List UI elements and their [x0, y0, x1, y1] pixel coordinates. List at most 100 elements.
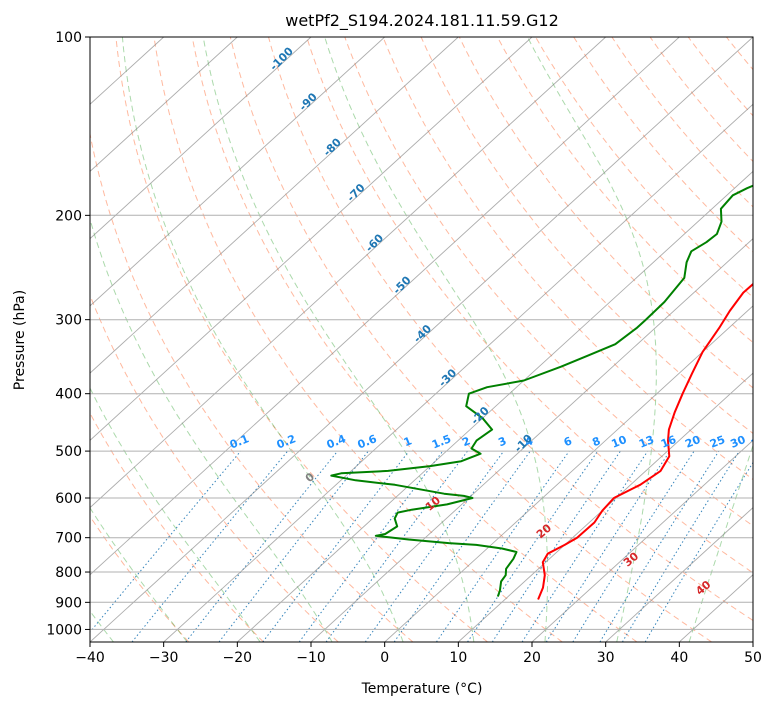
x-tick-label: 50 [744, 650, 762, 666]
dry-adiabat-line [687, 37, 753, 117]
dry-adiabat-line [611, 37, 753, 208]
dry-adiabat-line [229, 37, 712, 642]
dry-adiabat-line [726, 37, 753, 71]
moist-adiabat-line [90, 506, 188, 642]
mixing-ratio-label: 8 [590, 434, 602, 449]
mixing-ratio-label: 16 [659, 433, 678, 451]
y-tick-label: 500 [55, 444, 82, 460]
mixing-ratio-label: 13 [637, 433, 656, 451]
isotherm-line [531, 439, 753, 642]
plot-frame [89, 36, 754, 643]
mixing-ratio-line [491, 450, 621, 642]
dry-adiabat-line [573, 37, 753, 253]
moist-adiabat-label: 40 [693, 578, 713, 598]
moist-adiabat-line [324, 37, 549, 642]
y-tick-label: 700 [55, 531, 82, 547]
mixing-ratio-line [325, 450, 468, 642]
temperature-profile-line [537, 282, 753, 600]
dry-adiabat-line [420, 37, 753, 435]
isotherm-line [384, 305, 753, 642]
dry-adiabat-line [382, 37, 753, 481]
moist-adiabat-label: 10 [423, 494, 443, 514]
moist-adiabat-line [90, 217, 333, 642]
x-tick-label: −30 [149, 650, 179, 666]
mixing-ratio-line [467, 450, 599, 642]
mixing-ratio-label: 3 [496, 434, 508, 449]
isotherm-label: -50 [390, 273, 413, 296]
isotherm-line [90, 37, 680, 576]
x-tick-label: −40 [75, 650, 105, 666]
chart-title: wetPf2_S194.2024.181.11.59.G12 [285, 11, 559, 31]
moist-adiabat-label: 30 [621, 549, 641, 569]
isotherm-line [605, 506, 753, 642]
mixing-ratio-label: 20 [683, 433, 702, 451]
isotherm-label: -70 [344, 181, 367, 204]
x-tick-label: 0 [380, 650, 389, 666]
mixing-ratio-label: 0.1 [228, 432, 251, 451]
mixing-ratio-line [545, 450, 671, 642]
isotherm-label: -90 [297, 90, 320, 113]
mixing-ratio-line [262, 450, 410, 642]
moist-adiabat-line [688, 444, 753, 642]
mixing-ratio-label: 0.4 [325, 432, 348, 451]
y-tick-label: 900 [55, 595, 82, 611]
dry-adiabat-line [90, 131, 414, 642]
mixing-ratio-line [621, 450, 740, 642]
mixing-ratio-label: 10 [610, 433, 629, 451]
x-tick-label: 10 [449, 650, 467, 666]
y-tick-label: 800 [55, 565, 82, 581]
x-tick-label: −10 [296, 650, 326, 666]
y-tick-label: 600 [55, 491, 82, 507]
isotherm-line [457, 372, 753, 642]
mixing-ratio-label: 2 [460, 434, 472, 449]
moist-adiabat-label: 0 [303, 470, 317, 485]
mixing-ratio-line [131, 450, 288, 642]
x-axis-label: Temperature (°C) [361, 681, 483, 697]
y-axis-label: Pressure (hPa) [12, 290, 28, 390]
isotherm-line [90, 37, 753, 642]
moist-adiabat-line [762, 37, 775, 642]
isotherm-line [236, 170, 753, 642]
mixing-ratio-label: 6 [562, 434, 574, 449]
mixing-ratio-line [90, 450, 242, 633]
mixing-ratio-line [298, 450, 444, 642]
isotherm-label: -60 [363, 231, 386, 254]
y-tick-label: 100 [55, 30, 82, 46]
dry-adiabat-line [765, 37, 775, 642]
isotherm-label: -40 [411, 322, 434, 345]
dry-adiabat-line [153, 37, 563, 642]
mixing-ratio-line [572, 450, 695, 642]
y-tick-label: 300 [55, 313, 82, 329]
x-tick-label: −20 [223, 650, 253, 666]
isotherm-line [90, 37, 386, 307]
moist-adiabat-line [202, 37, 475, 642]
x-tick-label: 40 [670, 650, 688, 666]
moist-adiabat-line [121, 37, 404, 642]
dry-adiabat-line [90, 515, 190, 642]
isotherm-line [163, 103, 753, 642]
mixing-ratio-line [185, 450, 338, 642]
dry-adiabat-line [90, 412, 264, 642]
mixing-ratio-label: 30 [728, 433, 747, 451]
dry-adiabat-line [115, 37, 488, 642]
x-tick-label: 20 [523, 650, 541, 666]
isotherm-line [90, 37, 459, 374]
y-tick-label: 200 [55, 208, 82, 224]
x-tick-label: 30 [597, 650, 615, 666]
dry-adiabat-line [191, 37, 638, 642]
dry-adiabat-line [496, 37, 753, 344]
isotherm-line [90, 37, 312, 240]
dry-adiabat-line [535, 37, 753, 298]
mixing-ratio-label: 25 [708, 433, 727, 451]
mixing-ratio-label: 0.2 [275, 432, 298, 451]
dry-adiabat-line [649, 37, 753, 163]
moist-adiabat-line [90, 387, 261, 642]
mixing-ratio-line [435, 450, 570, 642]
mixing-ratio-line [521, 450, 649, 642]
isotherm-label: -80 [321, 135, 344, 158]
mixing-ratio-line [599, 450, 720, 642]
dewpoint-profile-line [330, 184, 753, 597]
mixing-ratio-line [364, 450, 505, 642]
y-tick-label: 1000 [46, 622, 82, 638]
